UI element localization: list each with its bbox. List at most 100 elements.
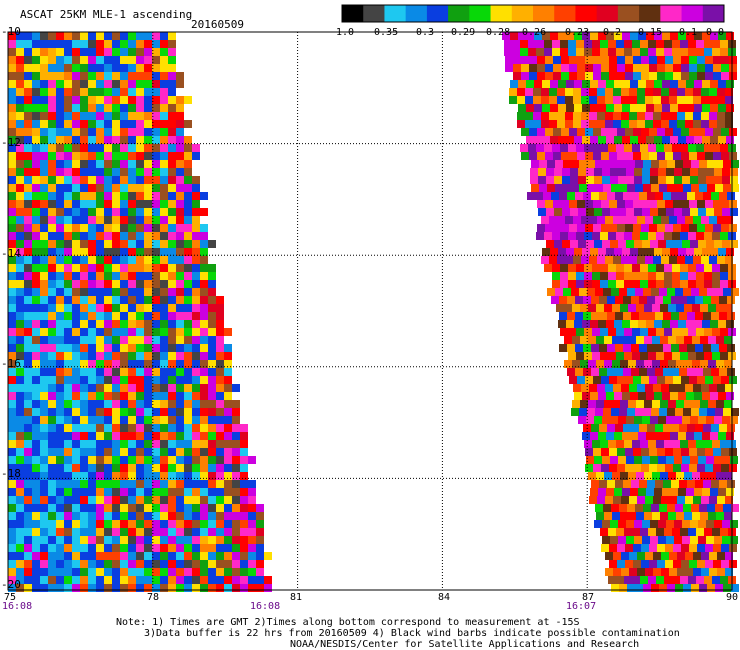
swath-cell	[620, 304, 628, 312]
swath-cell	[611, 408, 619, 416]
swath-cell	[80, 40, 88, 48]
swath-cell	[8, 304, 16, 312]
swath-cell	[644, 472, 652, 480]
swath-cell	[670, 32, 678, 40]
swath-cell	[96, 384, 104, 392]
swath-cell	[584, 328, 592, 336]
swath-cell	[673, 64, 681, 72]
swath-cell	[144, 192, 152, 200]
swath-cell	[16, 120, 24, 128]
swath-cell	[88, 488, 96, 496]
swath-cell	[152, 168, 160, 176]
swath-cell	[176, 80, 184, 88]
swath-cell	[208, 544, 216, 552]
swath-cell	[120, 64, 128, 72]
swath-cell	[614, 392, 622, 400]
swath-cell	[208, 264, 216, 272]
swath-cell	[549, 120, 557, 128]
swath-cell	[88, 528, 96, 536]
swath-cell	[136, 176, 144, 184]
swath-cell	[224, 536, 232, 544]
swath-cell	[40, 192, 48, 200]
swath-cell	[120, 280, 128, 288]
swath-cell	[168, 560, 176, 568]
swath-cell	[48, 568, 56, 576]
swath-cell	[718, 248, 726, 256]
swath-cell	[16, 64, 24, 72]
swath-cell	[176, 504, 184, 512]
swath-cell	[200, 432, 208, 440]
swath-cell	[184, 544, 192, 552]
swath-cell	[56, 544, 64, 552]
swath-cell	[208, 320, 216, 328]
swath-cell	[40, 64, 48, 72]
swath-cell	[726, 488, 734, 496]
swath-cell	[160, 240, 168, 248]
swath-cell	[88, 200, 96, 208]
swath-cell	[615, 192, 623, 200]
swath-cell	[64, 400, 72, 408]
swath-cell	[568, 48, 576, 56]
swath-cell	[56, 496, 64, 504]
swath-cell	[624, 272, 632, 280]
swath-cell	[630, 320, 638, 328]
swath-cell	[144, 440, 152, 448]
swath-cell	[604, 336, 612, 344]
swath-cell	[72, 544, 80, 552]
swath-cell	[719, 192, 727, 200]
swath-cell	[701, 496, 709, 504]
swath-cell	[584, 272, 592, 280]
swath-cell	[684, 472, 692, 480]
swath-cell	[702, 320, 710, 328]
swath-cell	[616, 576, 624, 584]
swath-cell	[530, 176, 538, 184]
swath-cell	[608, 328, 616, 336]
swath-cell	[8, 456, 16, 464]
swath-cell	[40, 560, 48, 568]
swath-cell	[533, 96, 541, 104]
swath-cell	[72, 584, 80, 592]
swath-cell	[184, 360, 192, 368]
swath-cell	[24, 400, 32, 408]
swath-cell	[729, 200, 737, 208]
swath-cell	[584, 40, 592, 48]
swath-cell	[585, 72, 593, 80]
swath-cell	[216, 376, 224, 384]
swath-cell	[8, 384, 16, 392]
swath-cell	[64, 480, 72, 488]
swath-cell	[192, 384, 200, 392]
swath-cell	[695, 344, 703, 352]
swath-cell	[64, 464, 72, 472]
swath-cell	[192, 536, 200, 544]
swath-cell	[32, 472, 40, 480]
swath-cell	[96, 264, 104, 272]
swath-cell	[674, 536, 682, 544]
swath-cell	[600, 264, 608, 272]
swath-cell	[671, 296, 679, 304]
swath-cell	[144, 256, 152, 264]
swath-cell	[160, 128, 168, 136]
swath-cell	[625, 128, 633, 136]
swath-cell	[581, 216, 589, 224]
swath-cell	[184, 424, 192, 432]
swath-cell	[537, 128, 545, 136]
swath-cell	[695, 480, 703, 488]
swath-cell	[609, 224, 617, 232]
swath-cell	[160, 400, 168, 408]
swath-cell	[694, 104, 702, 112]
swath-cell	[48, 440, 56, 448]
swath-cell	[136, 320, 144, 328]
swath-cell	[216, 528, 224, 536]
swath-cell	[587, 184, 595, 192]
swath-cell	[636, 512, 644, 520]
swath-cell	[16, 584, 24, 592]
swath-cell	[521, 128, 529, 136]
swath-cell	[704, 280, 712, 288]
swath-cell	[40, 96, 48, 104]
swath-cell	[152, 576, 160, 584]
swath-cell	[96, 80, 104, 88]
swath-cell	[557, 96, 565, 104]
swath-cell	[168, 376, 176, 384]
swath-cell	[176, 560, 184, 568]
swath-cell	[224, 496, 232, 504]
